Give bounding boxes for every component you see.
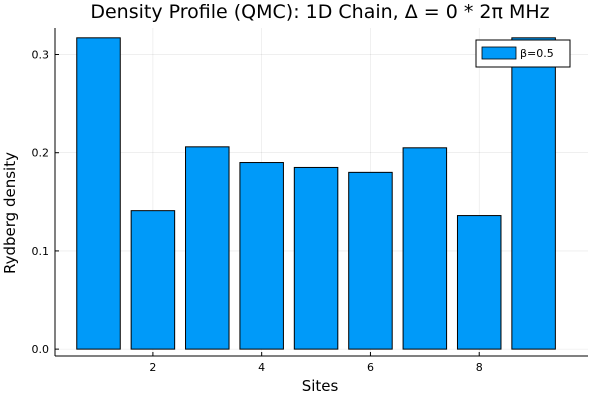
- x-tick-label-2: 2: [149, 361, 156, 374]
- bar-site-3: [185, 146, 230, 350]
- bar-site-4: [239, 162, 284, 350]
- y-tick-label-2: 0.2: [32, 147, 50, 160]
- x-tick-label-8: 8: [476, 361, 483, 374]
- bar-site-9: [511, 37, 556, 350]
- bar-site-8: [456, 215, 502, 350]
- legend-swatch-beta-0.5: [481, 46, 517, 60]
- legend-label-beta-0.5: β=0.5: [520, 47, 554, 60]
- bar-site-1: [76, 37, 121, 350]
- x-tick-label-4: 4: [258, 361, 265, 374]
- x-tick-label-6: 6: [367, 361, 374, 374]
- chart-title: Density Profile (QMC): 1D Chain, Δ = 0 *…: [90, 1, 549, 23]
- bar-site-2: [130, 210, 176, 350]
- legend: β=0.5: [475, 39, 571, 68]
- y-tick-label-3: 0.3: [32, 49, 50, 62]
- bar-site-7: [402, 147, 448, 350]
- bar-site-5: [293, 166, 339, 350]
- bars-group: [76, 37, 556, 350]
- tick-labels: 2 4 6 8 0.0 0.1 0.2 0.3: [32, 49, 483, 374]
- x-axis-label: Sites: [302, 377, 339, 395]
- bar-site-6: [348, 171, 393, 350]
- y-tick-label-1: 0.1: [32, 245, 50, 258]
- y-axis-label: Rydberg density: [1, 152, 19, 274]
- y-tick-label-0: 0.0: [32, 343, 50, 356]
- axes: [54, 28, 588, 357]
